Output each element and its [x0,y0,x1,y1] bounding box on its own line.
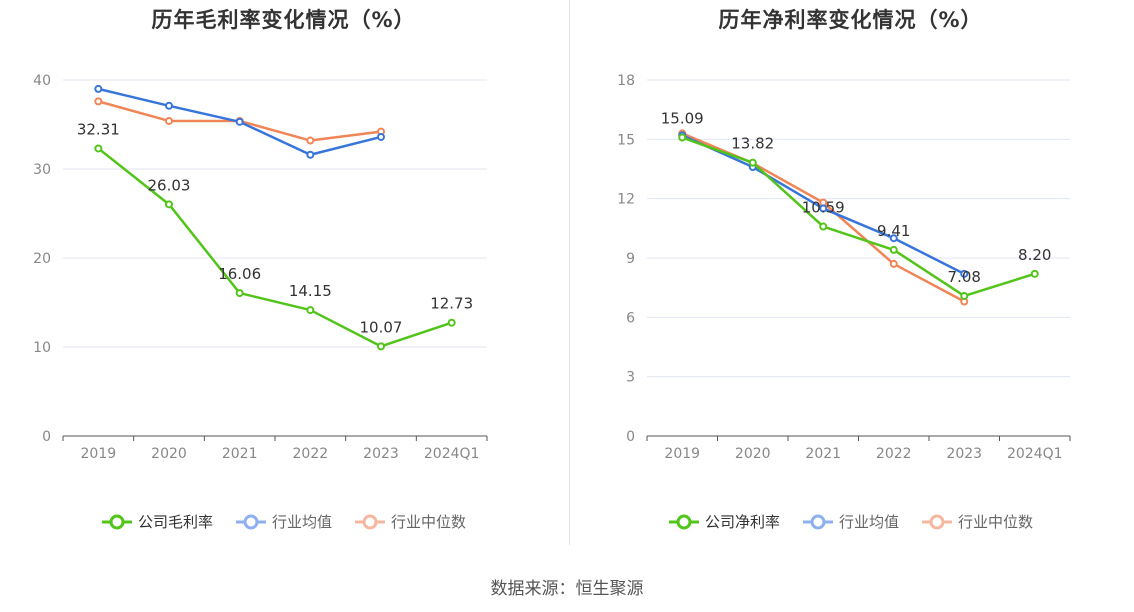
data-point-avg [377,132,385,141]
data-point-company [447,318,456,327]
data-point-company [377,342,385,351]
y-tick-label: 0 [626,429,635,445]
x-tick-label: 2022 [293,446,329,462]
legend-line-circle-icon [101,514,132,529]
series-line-median [681,132,965,303]
data-point-company [165,200,173,209]
x-tick-label: 2020 [735,446,771,462]
y-tick-label: 3 [626,370,635,386]
data-point-avg [960,269,969,278]
y-tick-label: 18 [617,73,635,89]
y-tick-label: 12 [617,192,635,208]
y-tick-label: 9 [626,251,635,267]
data-label: 10.07 [360,318,403,336]
legend-item-industry-avg[interactable]: 行业均值 [235,511,332,532]
legend-item-industry-avg[interactable]: 行业均值 [802,511,899,532]
legend-item-industry-median[interactable]: 行业中位数 [354,511,466,532]
series-line-company [97,147,453,348]
chart-title: 历年净利率变化情况（%） [718,8,983,32]
legend-label: 行业均值 [271,513,332,531]
data-label: 12.73 [430,295,473,313]
y-tick-label: 20 [33,251,51,267]
x-tick-label: 2024Q1 [1007,446,1063,462]
data-label: 8.20 [1018,246,1051,264]
net-margin-chart-panel: 历年净利率变化情况（%） 0 3 6 9 12 15 18 2019 2020 2021 2022 2… [567,0,1134,560]
data-label: 15.09 [661,110,704,128]
data-point-company [960,291,969,300]
data-point-avg [94,84,103,93]
legend-item-industry-median[interactable]: 行业中位数 [921,511,1033,532]
data-point-median [165,116,173,125]
x-tick-label: 2023 [363,446,399,462]
data-label: 7.08 [948,268,981,286]
data-point-avg [889,234,898,243]
data-point-company [678,133,687,142]
data-label: 13.82 [731,135,774,153]
y-tick-label: 10 [33,340,51,356]
data-label: 9.41 [877,222,910,240]
data-point-company [94,144,103,153]
data-point-company [889,245,898,254]
x-tick-label: 2019 [81,446,117,462]
x-tick-label: 2020 [151,446,187,462]
legend-label: 行业均值 [838,513,899,531]
x-tick-label: 2022 [876,446,912,462]
y-tick-label: 30 [33,162,51,178]
legend: 公司毛利率 行业均值 行业中位数 [0,511,567,532]
legend: 公司净利率 行业均值 行业中位数 [567,511,1134,532]
series-line-company [681,136,1036,298]
data-point-median [306,136,315,145]
legend-label: 行业中位数 [958,513,1034,531]
x-tick-label: 2024Q1 [424,446,480,462]
gross-margin-plot: 0 10 20 30 40 2019 2020 2021 2022 2023 2024Q1 32.31… [33,73,488,462]
data-label: 16.06 [218,265,261,283]
data-point-median [889,259,898,268]
x-tick-label: 2019 [664,446,700,462]
legend-item-company[interactable]: 公司净利率 [668,511,780,532]
data-source-note: 数据来源：恒生聚源 [490,579,644,599]
legend-line-circle-icon [668,514,699,529]
y-tick-label: 6 [626,310,635,326]
net-margin-plot: 0 3 6 9 12 15 18 2019 2020 2021 2022 2023 2024Q1 15.0… [617,73,1071,462]
x-tick-label: 2021 [222,446,258,462]
data-point-company [1030,269,1039,278]
data-point-company [819,222,828,231]
data-label: 10.59 [802,199,845,217]
y-tick-label: 15 [617,132,635,148]
x-tick-label: 2023 [946,446,982,462]
data-point-company [306,306,315,315]
legend-label: 行业中位数 [391,513,467,531]
chart-title: 历年毛利率变化情况（%） [151,8,416,32]
gross-margin-chart-panel: 历年毛利率变化情况（%） 0 10 20 30 40 2019 2020 2021 2022 20… [0,0,567,560]
legend-line-circle-icon [922,514,952,529]
legend-label: 公司毛利率 [137,513,213,531]
legend-line-circle-icon [235,514,266,529]
data-point-avg [235,117,244,126]
data-point-company [748,158,757,167]
data-label: 32.31 [77,120,120,138]
data-point-avg [306,150,315,159]
y-tick-label: 40 [33,73,51,89]
data-point-avg [819,204,828,213]
data-point-avg [165,101,173,110]
data-point-median [94,97,103,106]
legend-line-circle-icon [355,514,385,529]
data-point-company [235,289,244,298]
legend-item-company[interactable]: 公司毛利率 [101,511,213,532]
data-label: 14.15 [289,282,332,300]
legend-line-circle-icon [802,514,833,529]
legend-label: 公司净利率 [704,513,780,531]
x-tick-label: 2021 [805,446,841,462]
data-label: 26.03 [148,176,191,194]
y-tick-label: 0 [42,429,51,445]
panel-divider [569,0,570,545]
